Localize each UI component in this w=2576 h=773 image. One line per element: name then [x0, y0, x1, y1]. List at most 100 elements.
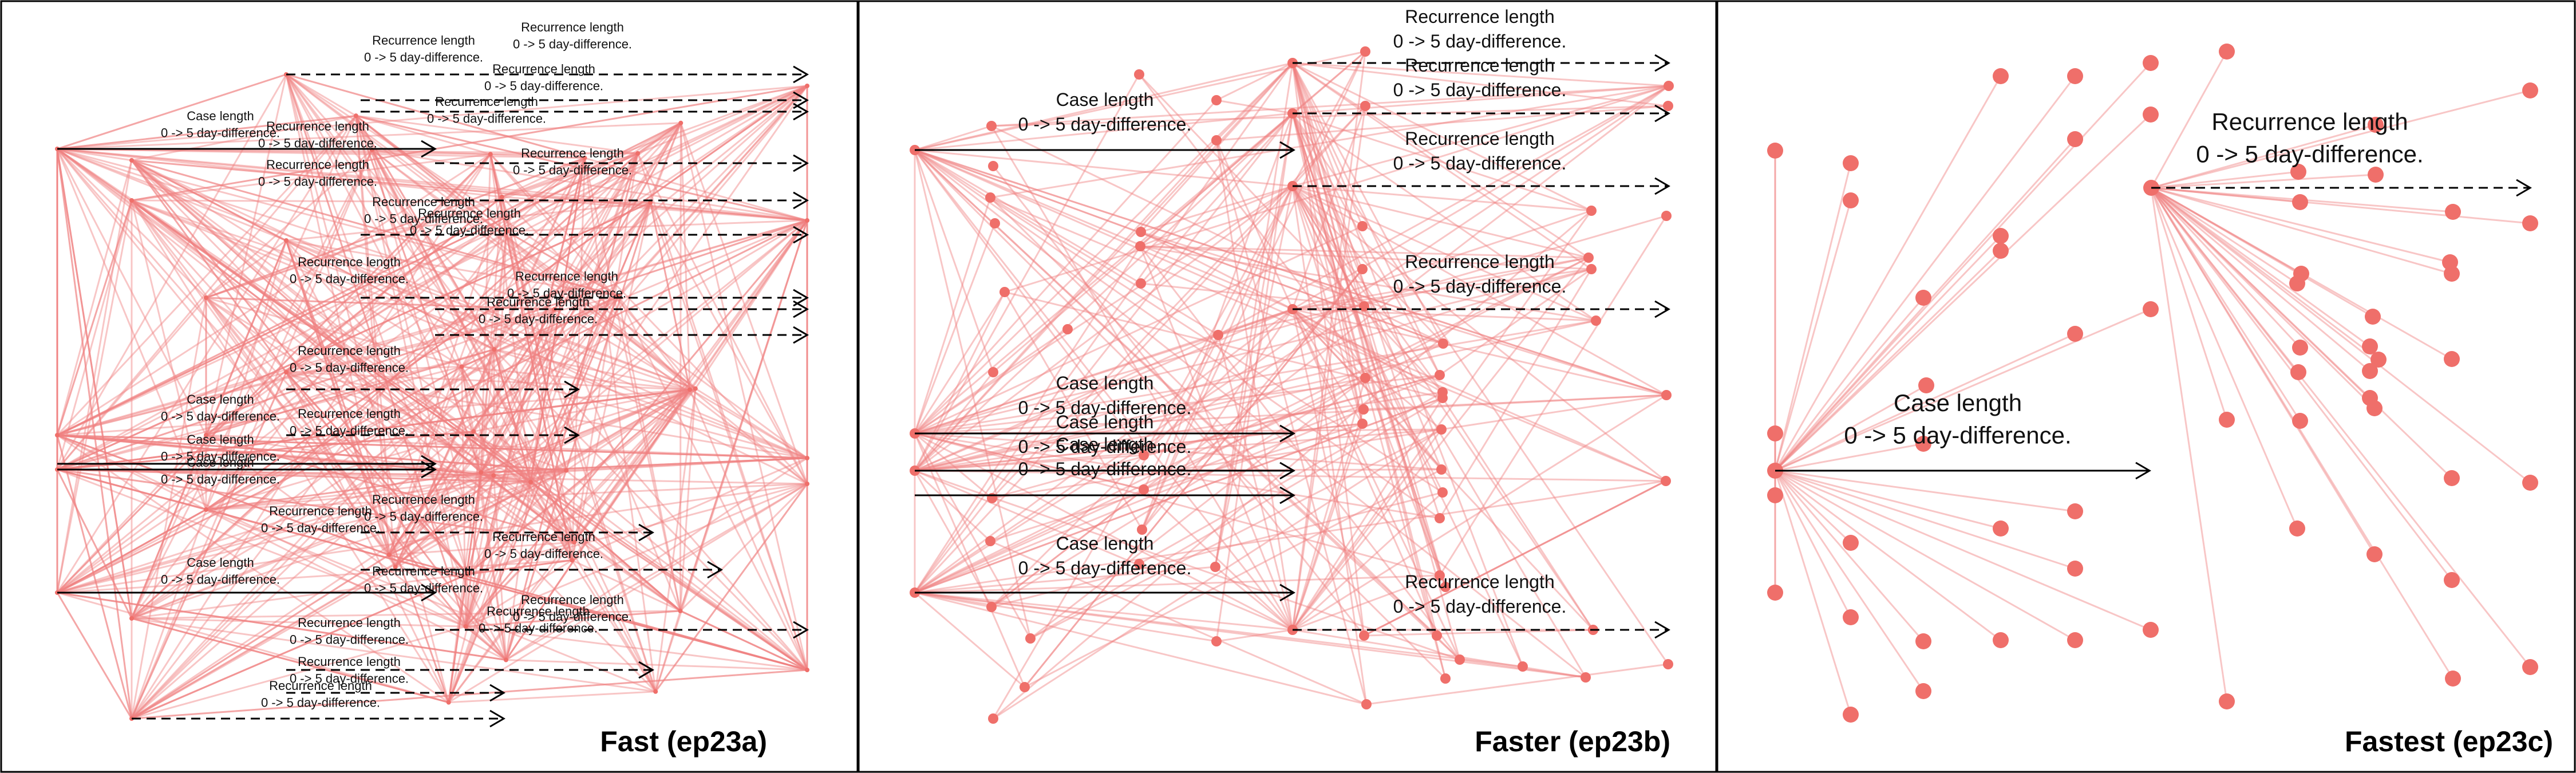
recurrence-length-label-7-difference: 0 -> 5 day-difference. [484, 79, 603, 93]
episode-link [505, 153, 639, 660]
episode-link [1003, 291, 1143, 530]
episode-link [501, 85, 808, 198]
recurrence-length-arrow [1293, 104, 1670, 123]
recurrence-length-label-12-title: Recurrence length [418, 206, 521, 220]
episode-link [1140, 245, 1589, 259]
episode-link [448, 389, 691, 703]
episode-link [914, 257, 1589, 594]
episode-link [1774, 76, 2076, 471]
case-length-label-1-difference: 0 -> 5 day-difference. [1018, 397, 1192, 418]
episode-link [388, 431, 475, 555]
episode-link [914, 185, 1293, 472]
episode-link [553, 309, 681, 612]
episode-link [914, 225, 1363, 435]
episode-link [1215, 140, 1368, 705]
episode-link [914, 377, 1366, 472]
episode-link [505, 470, 567, 661]
episode-node [2067, 326, 2083, 342]
episode-link [472, 431, 507, 660]
episode-link [56, 200, 133, 593]
episode-link [914, 149, 1586, 679]
episode-link [355, 115, 808, 222]
episode-link [131, 366, 463, 720]
episode-link [530, 481, 808, 671]
episode-node [204, 433, 208, 437]
episode-link [1292, 62, 1592, 212]
episode-link [57, 388, 696, 471]
episode-link [689, 389, 808, 671]
episode-node [1360, 101, 1370, 111]
recurrence-length-label-5-difference: 0 -> 5 day-difference. [1393, 31, 1567, 52]
episode-link [1443, 342, 1667, 396]
recurrence-length-label-19-difference: 0 -> 5 day-difference. [364, 510, 483, 524]
episode-link [654, 610, 681, 692]
episode-link [914, 488, 1144, 594]
episode-link [473, 431, 575, 543]
episode-link [461, 366, 507, 660]
episode-link [388, 554, 507, 661]
episode-node [2522, 475, 2538, 491]
episode-node [1661, 390, 1672, 400]
episode-link [1775, 470, 2001, 641]
episode-link [57, 202, 651, 471]
episode-link [493, 202, 651, 350]
episode-node [999, 287, 1010, 297]
recurrence-length-label-24-title: Recurrence length [521, 593, 624, 607]
episode-link [57, 219, 808, 471]
episode-node [2143, 301, 2159, 317]
episode-link [1291, 309, 1438, 636]
episode-link [131, 297, 207, 719]
episode-link [1024, 468, 1442, 688]
episode-link [914, 113, 1294, 593]
recurrence-length-label-17-difference: 0 -> 5 day-difference. [290, 361, 409, 375]
episode-node [1359, 301, 1369, 311]
episode-link [57, 591, 507, 661]
episode-link [286, 122, 682, 373]
episode-link [1214, 62, 1294, 567]
episode-node [2444, 351, 2460, 367]
episode-link [57, 219, 808, 471]
episode-node [688, 387, 693, 392]
episode-link [1140, 113, 1294, 284]
episode-link [1291, 308, 1366, 379]
episode-link [1291, 105, 1366, 187]
episode-node [1915, 436, 1931, 452]
episode-link [355, 115, 463, 367]
episode-link [993, 428, 1442, 720]
episode-link [131, 617, 466, 628]
episode-link [465, 625, 507, 661]
episode-link [914, 223, 996, 434]
episode-node [988, 713, 998, 724]
episode-link [480, 154, 492, 473]
episode-link [473, 85, 808, 432]
episode-link [914, 391, 1443, 472]
episode-link [285, 74, 475, 432]
episode-link [565, 202, 651, 471]
episode-link [57, 483, 808, 594]
episode-link [679, 123, 808, 484]
episode-link [1140, 62, 1294, 233]
recurrence-length-label-8-difference: 0 -> 5 day-difference. [1393, 276, 1567, 297]
episode-link [554, 308, 808, 459]
episode-link [57, 434, 567, 472]
episode-node [986, 121, 997, 131]
episode-link [394, 122, 682, 567]
episode-link [206, 85, 808, 511]
episode-link [57, 468, 808, 485]
episode-link [467, 389, 691, 575]
panel-fastest-frame [1716, 0, 2576, 773]
episode-node [1135, 241, 1145, 251]
episode-link [467, 388, 696, 575]
episode-link [465, 295, 619, 627]
episode-link [1291, 186, 1444, 393]
panel-faster-arrows [915, 54, 1670, 639]
episode-node [805, 218, 809, 223]
episode-link [206, 157, 585, 299]
episode-link [57, 122, 681, 436]
panel-fastest-annotations: Case length 0 -> 5 day-difference. Recurre… [1844, 108, 2423, 449]
episode-link [57, 157, 586, 594]
episode-link [394, 475, 495, 568]
episode-link [914, 432, 1440, 577]
episode-link [371, 149, 573, 561]
